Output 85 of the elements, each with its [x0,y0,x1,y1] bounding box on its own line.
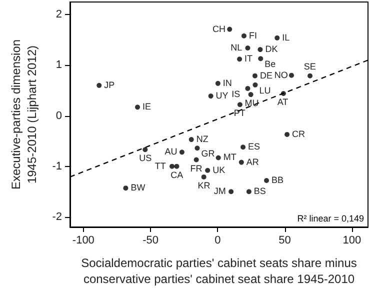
annotation: IS [232,88,240,99]
y-tick-label: 0 [56,110,62,122]
point [288,72,294,78]
point [284,132,290,137]
point [237,56,242,62]
annotation: US [139,153,152,164]
point [174,164,180,169]
point [258,56,264,62]
point [188,137,194,142]
point [201,174,206,180]
point [258,47,263,52]
annotation: IE [142,102,152,112]
annotation: MT [223,152,237,162]
point [237,102,242,108]
point [280,91,286,96]
point [228,189,234,194]
point [238,160,244,165]
annotation: JP [104,80,115,90]
point [245,86,250,91]
annotation: MU [244,98,259,108]
annotation: R² linear = 0,149 [297,214,364,224]
point [240,144,246,150]
point [252,82,258,88]
point [208,94,214,99]
annotation: UY [216,90,228,101]
x-tick-label: -50 [142,234,158,246]
annotation: ES [248,142,260,152]
annotation: IT [244,54,254,64]
annotation: CR [292,128,306,139]
x-tick-label: -100 [72,234,94,246]
annotation: SE [304,61,316,72]
annotation: TT [154,160,166,171]
point [96,82,102,88]
annotation: BW [130,182,146,193]
point [252,73,258,78]
annotation: Be [264,59,276,70]
point [227,26,232,32]
y-tick-label: -2 [52,210,62,223]
point [135,104,140,110]
x-tick-label: 0 [214,234,221,246]
point [170,164,175,169]
annotation: IL [282,32,290,42]
annotation: GR [201,148,216,159]
point [205,168,210,173]
point [194,157,199,162]
annotation: KR [198,180,211,190]
annotation: BS [254,186,266,196]
x-tick-label: 50 [278,234,291,246]
point [194,146,200,151]
y-axis-title: Executive-parties dimension 1945-2010 (Lijphart 2012) [9,39,39,190]
point [241,33,246,38]
y-tick-label: 2 [56,8,62,21]
annotation: DK [265,44,278,54]
annotation: AU [164,146,178,157]
annotation: NZ [196,134,209,144]
point [246,189,252,194]
annotation: FI [248,30,257,40]
annotation: DE [260,70,272,80]
point [216,155,221,160]
annotation: IN [222,78,232,88]
annotation: FR [190,163,203,174]
point [179,150,184,155]
annotation: UK [212,164,226,175]
annotation: JM [214,186,226,196]
annotation: CH [212,24,226,34]
y-tick-label: 1 [56,59,62,72]
annotation: CA [170,170,184,180]
annotation: BB [272,174,284,185]
annotation: LU [259,85,271,96]
x-tick-label: 100 [342,234,362,246]
point [308,73,313,78]
point [245,46,250,51]
annotation: NO [274,70,288,80]
annotation: PT [234,108,246,118]
point [274,35,280,40]
annotation: NL [230,42,242,53]
point [248,92,254,98]
point [215,80,220,86]
point [142,147,148,152]
x-axis-title: Socialdemocratic parties' cabinet seats share minus conservative parties' cabinet seat share 1945-2010 [81,256,357,286]
y-tick-label: -1 [52,160,62,172]
annotation: AT [277,97,289,108]
point [123,186,128,191]
point [264,178,270,183]
annotation: AR [246,156,260,167]
